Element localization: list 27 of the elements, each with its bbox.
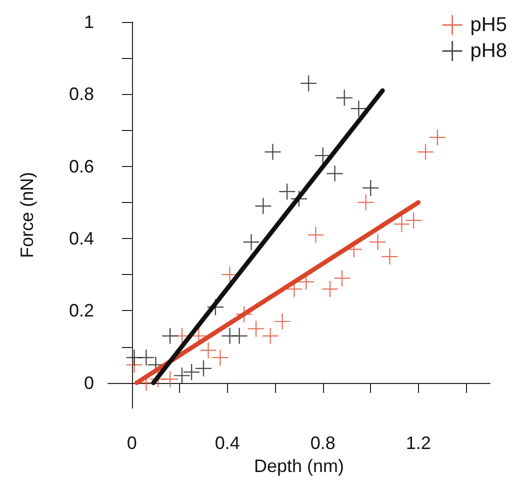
y-axis-title: Force (nN) xyxy=(17,172,37,258)
y-tick-label: 0.6 xyxy=(68,156,94,176)
point xyxy=(308,226,324,243)
x-tick-label: 1.2 xyxy=(406,433,431,454)
legend-label: pH5 xyxy=(470,14,508,36)
point xyxy=(200,342,216,358)
point xyxy=(382,248,398,265)
point xyxy=(243,234,260,250)
y-tick-label: 0.2 xyxy=(68,300,94,321)
y-tick-label: 0.4 xyxy=(68,228,94,249)
x-tick-label: 0.4 xyxy=(214,433,240,454)
y-tick-label: 0.8 xyxy=(68,84,94,104)
point xyxy=(248,320,264,337)
point xyxy=(264,144,281,160)
point xyxy=(212,350,228,366)
point xyxy=(222,266,238,283)
x-tick-label: 0 xyxy=(126,433,137,454)
y-tick-label: 0 xyxy=(84,372,94,393)
legend-label: pH8 xyxy=(470,40,508,62)
y-tick-label: 1 xyxy=(84,12,94,32)
point xyxy=(138,350,154,366)
point xyxy=(334,270,350,286)
x-axis-title: Depth (nm) xyxy=(254,456,344,476)
point xyxy=(336,90,352,106)
x-tick-label: 0.8 xyxy=(310,433,336,454)
point xyxy=(370,234,386,250)
point xyxy=(274,314,290,330)
